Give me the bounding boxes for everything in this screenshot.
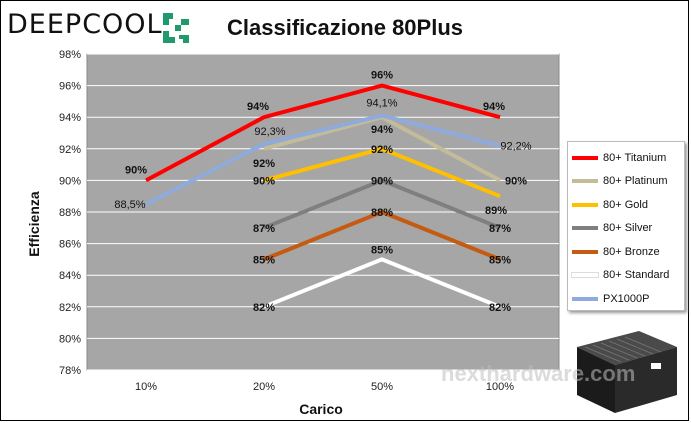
y-axis-title: Efficienza — [26, 191, 42, 257]
data-label: 92% — [253, 158, 275, 170]
data-label: 82% — [253, 302, 275, 314]
x-tick-label: 100% — [486, 381, 514, 393]
legend-label: 80+ Titanium — [603, 151, 667, 164]
legend-item: 80+ Gold — [572, 193, 684, 217]
chart-legend: 80+ Titanium 80+ Platinum 80+ Gold 80+ Silv… — [567, 141, 685, 311]
legend-swatch — [572, 179, 598, 184]
data-label: 90% — [125, 164, 147, 176]
data-label: 94% — [483, 101, 505, 113]
chart-title: Classificazione 80Plus — [227, 15, 463, 40]
legend-item: 80+ Silver — [572, 217, 684, 241]
data-label: 85% — [489, 254, 511, 266]
y-tick-label: 80% — [59, 333, 81, 345]
watermark: nexthardware.com — [441, 361, 636, 386]
data-label: 87% — [253, 223, 275, 235]
legend-label: PX1000P — [603, 292, 650, 305]
y-tick-label: 86% — [59, 239, 81, 251]
data-label: 94,1% — [366, 98, 397, 110]
legend-label: 80+ Platinum — [603, 175, 668, 188]
data-label: 92,3% — [254, 126, 285, 138]
series-line-px1000p — [145, 113, 501, 206]
legend-item: 80+ Bronze — [572, 240, 684, 264]
data-label: 94% — [247, 101, 269, 113]
legend-item: 80+ Titanium — [572, 146, 684, 170]
y-tick-label: 90% — [59, 175, 81, 187]
data-label: 89% — [485, 205, 507, 217]
data-label: 88% — [371, 207, 393, 219]
data-label: 96% — [371, 70, 393, 82]
y-tick-label: 78% — [59, 365, 81, 377]
data-label: 88,5% — [114, 199, 145, 211]
y-tick-label: 98% — [59, 49, 81, 61]
data-label: 92% — [371, 144, 393, 156]
y-tick-label: 94% — [59, 112, 81, 124]
y-tick-label: 96% — [59, 81, 81, 93]
y-tick-label: 82% — [59, 302, 81, 314]
series-line-80-titanium — [145, 83, 501, 183]
data-label: 90% — [371, 175, 393, 187]
x-tick-label: 10% — [135, 381, 157, 393]
data-label: 87% — [489, 223, 511, 235]
legend-swatch — [572, 202, 598, 207]
data-label: 90% — [505, 175, 527, 187]
data-label: 94% — [371, 124, 393, 136]
data-label: 85% — [253, 254, 275, 266]
x-tick-label: 20% — [253, 381, 275, 393]
series-line-80-gold — [263, 146, 501, 199]
deepcool-logo-icon — [163, 13, 189, 43]
y-tick-label: 88% — [59, 207, 81, 219]
y-tick-label: 84% — [59, 270, 81, 282]
legend-label: 80+ Bronze — [603, 245, 660, 258]
legend-swatch — [572, 273, 598, 278]
legend-swatch — [572, 226, 598, 231]
x-tick-label: 50% — [371, 381, 393, 393]
legend-swatch — [572, 155, 598, 160]
power-supply-image — [577, 331, 677, 413]
data-label: 82% — [489, 302, 511, 314]
legend-swatch — [572, 296, 598, 301]
series-line-80-standard — [263, 257, 501, 309]
legend-label: 80+ Gold — [603, 198, 648, 211]
legend-label: 80+ Silver — [603, 222, 653, 235]
series-line-80-bronze — [263, 210, 501, 262]
x-axis-title: Carico — [299, 401, 343, 417]
series-line-80-silver — [263, 178, 501, 230]
legend-item: 80+ Platinum — [572, 170, 684, 194]
legend-swatch — [572, 249, 598, 254]
data-label: 92,2% — [500, 141, 531, 153]
legend-item: PX1000P — [572, 287, 684, 311]
brand-name: DEEPCOOL — [7, 9, 163, 40]
legend-item: 80+ Standard — [572, 264, 684, 288]
data-label: 85% — [371, 244, 393, 256]
legend-label: 80+ Standard — [603, 269, 670, 282]
data-label: 90% — [253, 175, 275, 187]
y-tick-label: 92% — [59, 144, 81, 156]
